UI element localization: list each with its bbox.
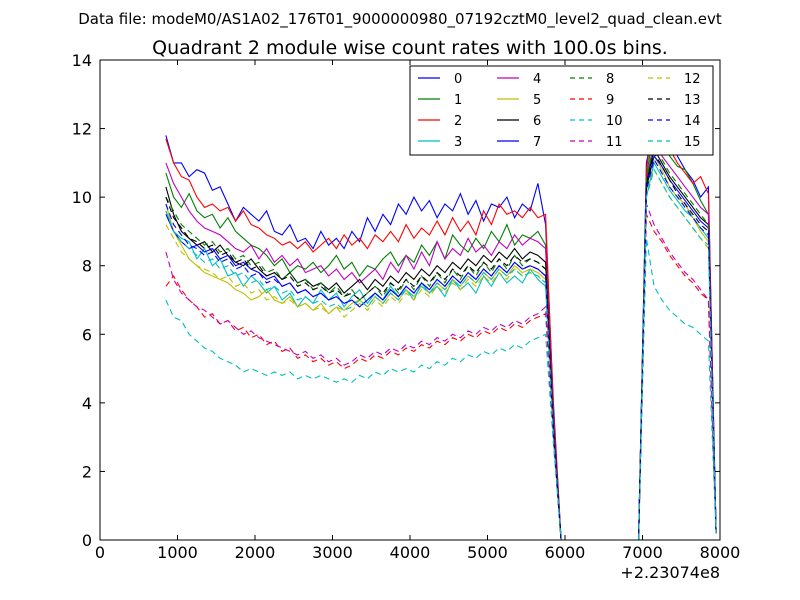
x-tick-label: 4000 (390, 543, 431, 562)
series-line-0 (165, 106, 717, 540)
legend-label-4: 4 (533, 72, 541, 87)
data-file-label: Data file: modeM0/AS1A02_176T01_90000009… (78, 10, 722, 29)
legend-label-6: 6 (533, 114, 541, 129)
x-tick-label: 3000 (312, 543, 353, 562)
series-line-3 (165, 161, 717, 540)
legend-label-14: 14 (684, 114, 701, 129)
legend-label-9: 9 (606, 93, 614, 108)
x-tick-label: 5000 (467, 543, 508, 562)
series-line-14 (165, 157, 717, 540)
legend-label-11: 11 (606, 135, 623, 150)
y-tick-label: 12 (72, 120, 92, 139)
legend-label-0: 0 (454, 72, 462, 87)
x-tick-label: 7000 (622, 543, 663, 562)
legend-label-3: 3 (454, 135, 462, 150)
series-line-15 (165, 168, 717, 540)
x-tick-label: 2000 (235, 543, 276, 562)
y-tick-label: 4 (82, 394, 92, 413)
legend-label-5: 5 (533, 93, 541, 108)
axis-ticks: 0 1000 2000 3000 4000 5000 6000 7000 80000246810… (72, 51, 741, 562)
plot-area-frame (99, 59, 721, 541)
legend-label-8: 8 (606, 72, 614, 87)
y-tick-label: 6 (82, 325, 92, 344)
y-tick-label: 8 (82, 257, 92, 276)
legend-label-13: 13 (684, 93, 701, 108)
x-tick-label: 0 (95, 543, 105, 562)
series-line-11 (165, 203, 717, 540)
x-tick-label: 6000 (545, 543, 586, 562)
series-line-10 (165, 238, 717, 540)
series-line-5 (165, 154, 717, 540)
x-tick-label: 1000 (157, 543, 198, 562)
series-line-7 (165, 154, 717, 540)
legend-label-15: 15 (684, 135, 701, 150)
y-tick-label: 0 (82, 531, 92, 550)
legend-label-1: 1 (454, 93, 462, 108)
series-line-1 (165, 126, 717, 540)
y-tick-label: 10 (72, 188, 92, 207)
series-layer (165, 106, 717, 540)
legend-label-12: 12 (684, 72, 701, 87)
series-line-6 (165, 147, 717, 540)
x-tick-label: 8000 (700, 543, 741, 562)
x-offset-label: +2.23074e8 (620, 563, 720, 582)
series-line-2 (165, 113, 717, 540)
legend-label-10: 10 (606, 114, 623, 129)
series-line-12 (165, 168, 717, 540)
series-line-9 (165, 214, 717, 540)
chart-title: Quadrant 2 module wise count rates with … (152, 37, 668, 59)
y-tick-label: 14 (72, 51, 92, 70)
y-tick-label: 2 (82, 462, 92, 481)
legend-label-2: 2 (454, 114, 462, 129)
series-line-4 (165, 140, 717, 540)
legend-label-7: 7 (533, 135, 541, 150)
series-line-8 (165, 140, 717, 540)
legend-box (409, 65, 714, 156)
series-line-13 (165, 151, 717, 540)
